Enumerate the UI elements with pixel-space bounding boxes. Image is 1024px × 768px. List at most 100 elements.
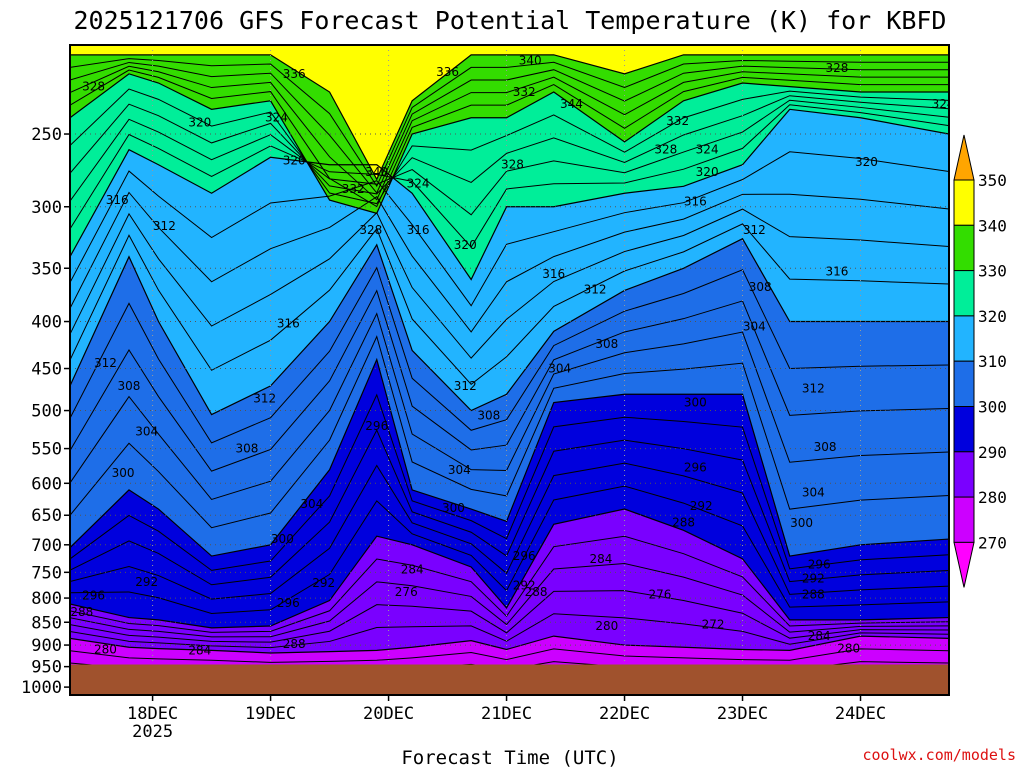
x-tick-label: 23DEC (717, 704, 768, 724)
contour-label: 300 (684, 396, 707, 410)
contour-label: 276 (648, 588, 671, 602)
contour-line (70, 462, 949, 600)
y-tick-label: 250 (31, 125, 62, 145)
contour-line (70, 393, 949, 571)
colorbar-segment (953, 360, 975, 408)
colorbar-label: 300 (978, 398, 1007, 417)
credit-link[interactable]: coolwx.com/models (862, 746, 1016, 764)
y-tick-label: 550 (31, 440, 62, 460)
y-tick-label: 400 (31, 313, 62, 333)
x-tick-label: 21DEC (481, 704, 532, 724)
fill-band-2 (70, 359, 949, 628)
contour-label: 312 (253, 391, 276, 405)
contour-label: 300 (442, 501, 465, 515)
contour-label: 316 (825, 265, 848, 279)
x-tick-label: 24DEC (835, 704, 886, 724)
fill-band-6 (70, 54, 949, 214)
x-tick-label: 20DEC (363, 704, 414, 724)
y-axis: 250 300 350 400 450 500 550 600 650 700 750 800 850 9… (21, 125, 70, 698)
contour-line (70, 108, 949, 281)
colorbar: 270 280 290 300 310 320 330 340 350 (953, 134, 1007, 588)
contour-line (70, 312, 949, 501)
contour-label: 316 (407, 223, 430, 237)
contour-label: 308 (595, 337, 618, 351)
contour-label: 292 (690, 499, 713, 513)
contour-label: 288 (283, 637, 306, 651)
contour-line (70, 535, 949, 633)
y-tick-label: 300 (31, 198, 62, 218)
contour-label: 320 (696, 165, 719, 179)
contour-line (70, 58, 949, 188)
x-tick-label: 19DEC (245, 704, 296, 724)
contour-line (70, 590, 949, 643)
contour-line (70, 648, 949, 663)
contour-label: 320 (188, 116, 211, 130)
contour-label: 312 (94, 356, 117, 370)
y-tick-label: 450 (31, 360, 62, 380)
contour-label: 312 (802, 381, 825, 395)
y-tick-label: 950 (31, 658, 62, 678)
contour-label: 288 (70, 605, 93, 619)
colorbar-label: 270 (978, 533, 1007, 552)
grid-lines (70, 45, 949, 695)
contour-label: 292 (312, 576, 335, 590)
contour-line (70, 208, 949, 359)
contour-line (70, 289, 949, 472)
colorbar-segment (953, 451, 975, 498)
colorbar-label: 330 (978, 262, 1007, 281)
fill-band-4 (70, 109, 949, 415)
contour-label: 308 (118, 379, 141, 393)
contour-line (70, 104, 949, 248)
contour-label: 304 (743, 319, 766, 333)
plot-frame (69, 44, 950, 696)
contour-label: 296 (365, 419, 388, 433)
contour-label: 292 (135, 575, 158, 589)
colorbar-label: 310 (978, 352, 1007, 371)
contour-label: 272 (702, 618, 725, 632)
contour-fills (70, 45, 949, 695)
contour-label: 328 (654, 143, 677, 157)
contour-label: 296 (513, 549, 536, 563)
chart-title: 2025121706 GFS Forecast Potential Temper… (74, 6, 947, 35)
colorbar-segment (953, 270, 975, 317)
contour-label: 324 (696, 143, 719, 157)
contour-line (70, 237, 949, 416)
contour-label: 288 (802, 588, 825, 602)
contour-label: 308 (749, 280, 772, 294)
contour-line (70, 223, 949, 386)
contour-label: 312 (454, 379, 477, 393)
contour-line (70, 485, 949, 614)
contour-label: 328 (501, 158, 524, 172)
contour-label: 332 (666, 114, 689, 128)
contour-line (70, 562, 949, 638)
contour-label: 288 (525, 585, 548, 599)
contour-label: 312 (743, 223, 766, 237)
contour-line (70, 54, 949, 181)
colorbar-label: 280 (978, 488, 1007, 507)
colorbar-segment (953, 496, 975, 543)
contour-labels: 328 336 340 336 332 344 328 324 320 324 332 328 324 3… (70, 54, 949, 658)
contour-line (70, 61, 949, 194)
colorbar-label: 290 (978, 443, 1007, 462)
contour-label: 300 (112, 466, 135, 480)
colorbar-label: 340 (978, 216, 1007, 235)
contour-line (70, 266, 949, 444)
contour-line (70, 99, 949, 216)
contour-line (70, 429, 949, 586)
contour-label: 328 (359, 223, 382, 237)
contour-label: 296 (82, 589, 105, 603)
contour-label: 324 (407, 176, 430, 190)
contour-label: 312 (584, 282, 607, 296)
y-tick-label: 750 (31, 563, 62, 583)
fill-band-5 (70, 73, 949, 280)
contour-line (70, 69, 949, 208)
contour-label: 300 (271, 532, 294, 546)
contour-label: 324 (265, 111, 288, 125)
contour-label: 336 (283, 67, 306, 81)
contour-label: 344 (560, 97, 583, 111)
contour-line (70, 73, 949, 215)
contour-label: 320 (855, 155, 878, 169)
y-tick-label: 350 (31, 259, 62, 279)
contour-label: 308 (477, 408, 500, 422)
contour-label: 328 (82, 80, 105, 94)
